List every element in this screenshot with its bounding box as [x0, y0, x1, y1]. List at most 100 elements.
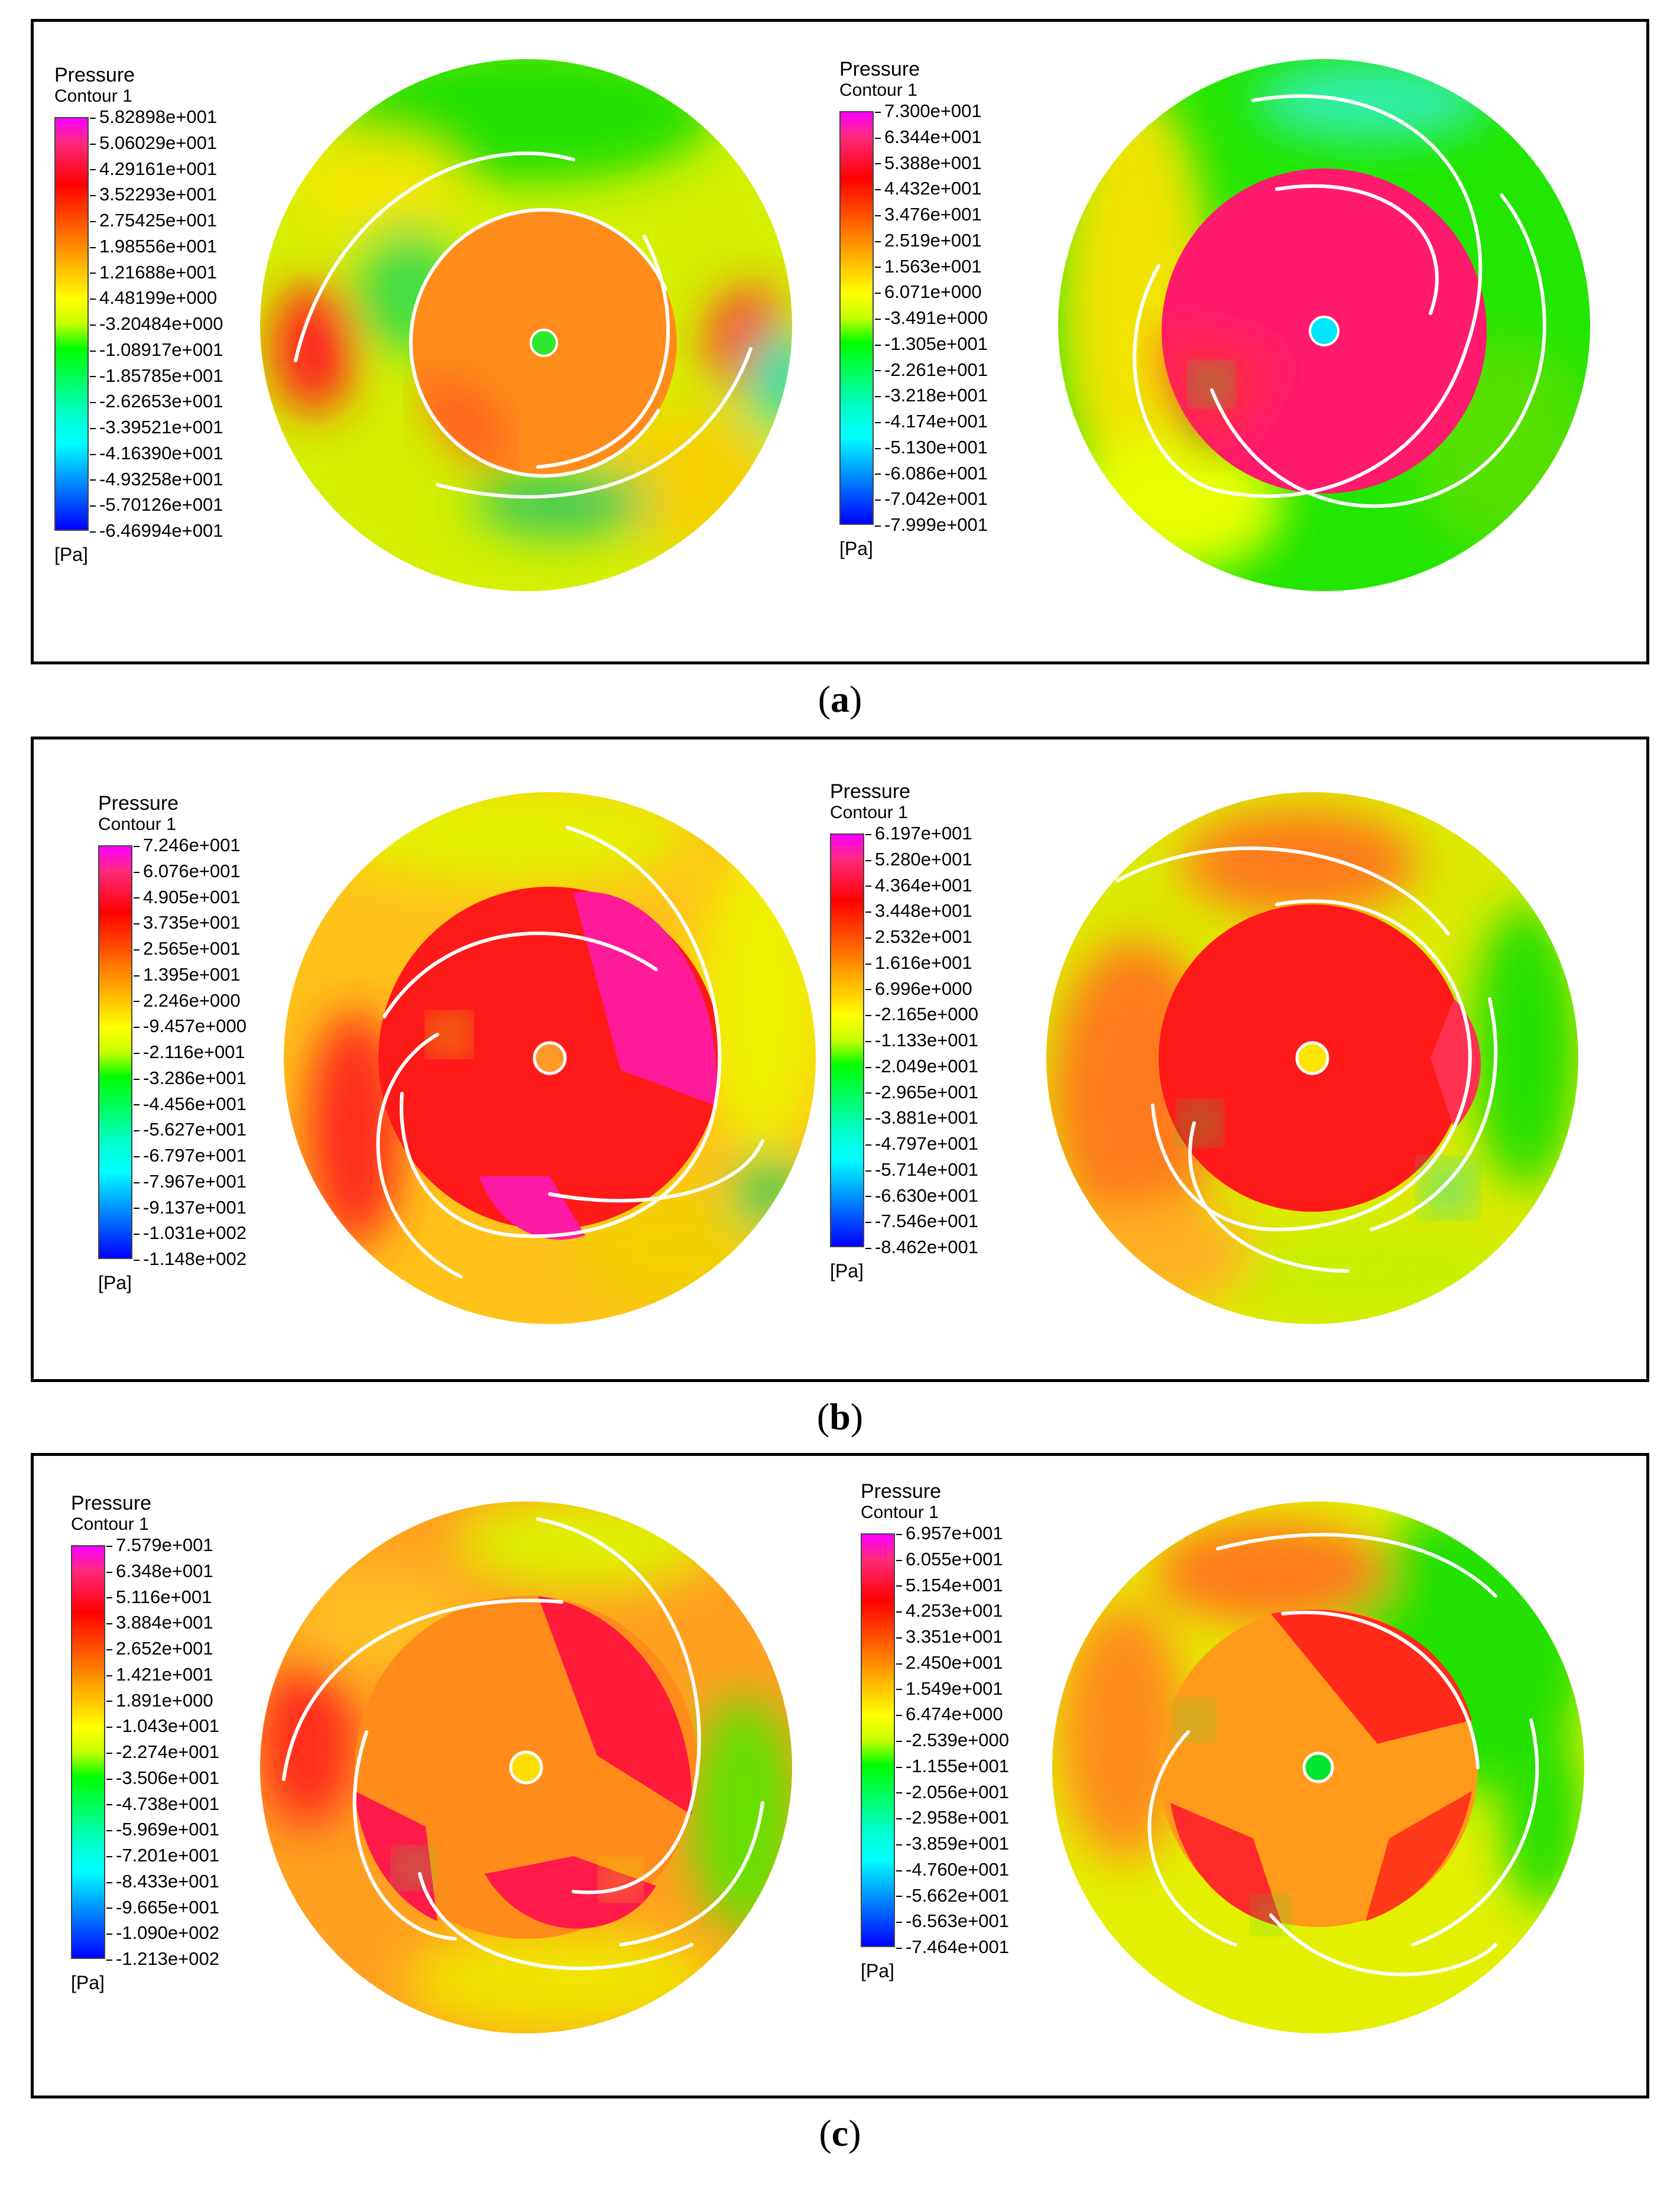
contour-a-left: [260, 59, 792, 591]
legend-tick-label: 1.563e+001: [875, 256, 982, 277]
legend-tick-label: -7.999e+001: [875, 515, 988, 535]
legend-tick-label: 4.432e+001: [875, 179, 982, 199]
legend-tick-label: 5.280e+001: [865, 849, 972, 870]
legend-tick-label: 2.519e+001: [875, 230, 982, 251]
legend-subtitle: Contour 1: [839, 80, 917, 100]
legend-tick-label: -3.491e+000: [875, 308, 988, 328]
legend-tick-label: 3.351e+001: [896, 1627, 1003, 1647]
legend-title: Pressure: [861, 1480, 942, 1503]
legend-subtitle: Contour 1: [54, 86, 132, 106]
legend-tick-label: 1.395e+001: [134, 964, 241, 985]
legend-tick-label: -6.46994e+001: [90, 521, 223, 541]
legend-tick-label: 4.364e+001: [865, 875, 972, 896]
legend-tick-label: 2.532e+001: [865, 927, 972, 947]
legend-tick-label: -5.627e+001: [134, 1120, 247, 1140]
legend-units: [Pa]: [830, 1260, 864, 1282]
legend-tick-label: 6.076e+001: [134, 861, 241, 881]
legend-tick-label: -1.090e+002: [106, 1923, 219, 1943]
color-scale-bar: [839, 111, 874, 525]
legend-title: Pressure: [839, 58, 920, 80]
legend-tick-label: 6.071e+000: [875, 282, 982, 302]
legend-tick-label: 2.652e+001: [106, 1639, 213, 1659]
legend-tick-label: -2.539e+000: [896, 1730, 1009, 1750]
legend-tick-label: -2.165e+000: [865, 1004, 978, 1024]
legend-tick-label: -3.881e+001: [865, 1108, 978, 1128]
legend-tick-label: -3.218e+001: [875, 385, 988, 406]
legend-tick-label: -7.042e+001: [875, 489, 988, 509]
legend-tick-label: 1.616e+001: [865, 952, 972, 973]
legend-tick-label: 5.154e+001: [896, 1575, 1003, 1595]
legend-tick-label: -9.457e+000: [134, 1016, 247, 1036]
legend-tick-label: 1.549e+001: [896, 1678, 1003, 1699]
legend-tick-label: 5.388e+001: [875, 153, 982, 173]
caption-c-label: c: [831, 2112, 849, 2154]
legend-c-right: Pressure Contour 1 6.957e+001 6.055e+001 5.1…: [861, 1480, 1073, 1989]
color-scale-bar: [71, 1545, 105, 1959]
legend-tick-label: -1.133e+001: [865, 1030, 978, 1050]
legend-tick-label: -4.760e+001: [896, 1859, 1009, 1880]
caption-c: (c): [819, 2112, 861, 2154]
legend-units: [Pa]: [839, 538, 873, 559]
legend-tick-label: 2.246e+000: [134, 990, 241, 1011]
legend-units: [Pa]: [861, 1960, 894, 1981]
legend-tick-label: -1.148e+002: [134, 1249, 247, 1269]
contour-b-right: [1046, 792, 1578, 1324]
legend-tick-label: -3.286e+001: [134, 1068, 247, 1088]
legend-tick-label: -8.433e+001: [106, 1871, 219, 1892]
legend-tick-label: 5.116e+001: [106, 1587, 212, 1607]
legend-tick-label: 4.29161e+001: [90, 158, 217, 179]
legend-tick-label: 7.300e+001: [875, 101, 982, 121]
legend-tick-label: -1.305e+001: [875, 333, 988, 354]
legend-tick-label: -3.506e+001: [106, 1767, 219, 1788]
legend-tick-label: -7.464e+001: [896, 1937, 1009, 1957]
legend-tick-label: -5.130e+001: [875, 437, 988, 458]
legend-c-left: Pressure Contour 1 7.579e+001 6.348e+001 5.1…: [71, 1492, 284, 2000]
legend-title: Pressure: [54, 64, 135, 86]
legend-tick-label: 3.476e+001: [875, 205, 982, 225]
legend-tick-label: 3.735e+001: [134, 913, 241, 933]
legend-tick-label: 7.579e+001: [106, 1535, 213, 1555]
legend-title: Pressure: [71, 1492, 152, 1514]
contour-c-right: [1052, 1501, 1584, 2033]
legend-tick-label: -9.137e+001: [134, 1197, 247, 1218]
legend-tick-label: 7.246e+001: [134, 835, 241, 855]
legend-tick-label: 1.21688e+001: [90, 262, 217, 283]
caption-a-label: a: [831, 678, 849, 720]
legend-b-left: Pressure Contour 1 7.246e+001 6.076e+001 4.9…: [98, 792, 311, 1300]
legend-tick-label: -4.738e+001: [106, 1793, 219, 1814]
legend-title: Pressure: [830, 780, 911, 803]
contour-a-right: [1058, 59, 1590, 591]
legend-tick-label: -1.031e+002: [134, 1223, 247, 1243]
legend-tick-label: 5.82898e+001: [90, 107, 217, 127]
legend-tick-label: -7.546e+001: [865, 1211, 978, 1231]
legend-tick-label: -1.08917e+001: [90, 339, 223, 360]
legend-tick-label: -9.665e+001: [106, 1897, 219, 1918]
legend-units: [Pa]: [54, 544, 88, 565]
legend-tick-label: -6.086e+001: [875, 463, 988, 484]
legend-tick-label: -6.630e+001: [865, 1185, 978, 1206]
legend-tick-label: 4.48199e+000: [90, 288, 217, 308]
legend-subtitle: Contour 1: [861, 1503, 939, 1522]
legend-subtitle: Contour 1: [98, 815, 176, 834]
legend-tick-label: -2.965e+001: [865, 1082, 978, 1102]
legend-tick-label: 1.421e+001: [106, 1664, 213, 1685]
legend-subtitle: Contour 1: [71, 1514, 149, 1534]
legend-tick-label: -1.043e+001: [106, 1716, 219, 1736]
legend-tick-label: -1.213e+002: [106, 1949, 219, 1969]
legend-tick-label: -2.049e+001: [865, 1056, 978, 1076]
legend-tick-label: 1.98556e+001: [90, 236, 217, 257]
legend-tick-label: -3.859e+001: [896, 1834, 1009, 1854]
legend-tick-label: -1.85785e+001: [90, 365, 223, 386]
legend-tick-label: 6.055e+001: [896, 1549, 1003, 1569]
legend-tick-label: 4.905e+001: [134, 887, 241, 907]
legend-units: [Pa]: [71, 1972, 105, 1993]
legend-tick-label: -2.958e+001: [896, 1808, 1009, 1828]
legend-tick-label: -4.797e+001: [865, 1134, 978, 1154]
legend-tick-label: 2.450e+001: [896, 1652, 1003, 1673]
legend-tick-label: 6.996e+000: [865, 978, 972, 999]
color-scale-bar: [98, 845, 132, 1259]
legend-tick-label: -5.714e+001: [865, 1159, 978, 1180]
legend-tick-label: -7.967e+001: [134, 1171, 247, 1192]
legend-tick-label: 6.197e+001: [865, 823, 972, 844]
legend-tick-label: -6.797e+001: [134, 1146, 247, 1166]
